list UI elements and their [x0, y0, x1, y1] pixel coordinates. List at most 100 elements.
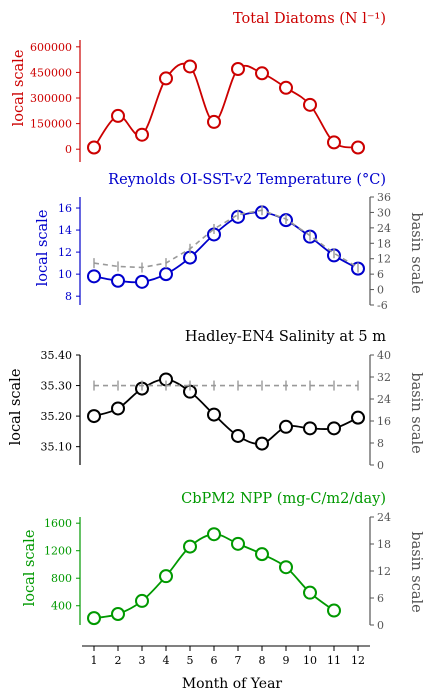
y2-tick-label-temperature: 6 — [377, 268, 384, 281]
basin-line-temperature — [93, 209, 359, 269]
data-point-salinity — [207, 407, 221, 422]
y2-tick-label-salinity: 24 — [377, 393, 391, 406]
y2-tick-label-temperature: 30 — [377, 206, 391, 219]
data-point-diatoms — [159, 71, 173, 86]
series-line-diatoms — [93, 62, 359, 149]
y2-tick-label-npp: 24 — [377, 511, 391, 524]
panel-title-salinity: Hadley-EN4 Salinity at 5 m — [185, 329, 386, 345]
data-point-diatoms — [183, 59, 197, 74]
y2-tick-label-npp: 18 — [377, 538, 391, 551]
y2label-temperature: basin scale — [408, 212, 424, 293]
plot-npp — [87, 527, 341, 626]
data-point-diatoms — [231, 62, 245, 77]
ylabel-npp: local scale — [22, 530, 38, 607]
y-tick-label-npp: 400 — [51, 600, 72, 613]
panel-salinity: Hadley-EN4 Salinity at 5 m local scale b… — [8, 329, 424, 472]
y-axis-salinity: 35.10 35.20 35.30 35.40 — [41, 349, 81, 465]
x-ticks: 1 2 3 4 5 6 7 8 9 10 11 12 — [91, 646, 365, 667]
data-point-npp — [111, 606, 125, 621]
data-point-temperature — [159, 267, 173, 282]
plot-diatoms — [87, 59, 365, 155]
y-tick-label-temperature: 14 — [58, 224, 72, 237]
x-tick-label: 2 — [115, 654, 122, 667]
y-tick-label-salinity: 35.20 — [41, 410, 73, 423]
y-tick-label-salinity: 35.40 — [41, 349, 73, 362]
data-point-diatoms — [279, 80, 293, 95]
y-tick-label-diatoms: 300000 — [30, 92, 72, 105]
y-tick-label-diatoms: 150000 — [30, 118, 72, 131]
data-point-salinity — [231, 428, 245, 443]
data-point-npp — [135, 593, 149, 608]
y2-tick-label-salinity: 0 — [377, 459, 384, 472]
y2-tick-label-salinity: 40 — [377, 349, 391, 362]
y-tick-label-salinity: 35.30 — [41, 380, 73, 393]
data-point-diatoms — [327, 135, 341, 150]
data-point-diatoms — [303, 97, 317, 112]
ylabel-temperature: local scale — [35, 210, 51, 287]
y2-tick-label-salinity: 8 — [377, 437, 384, 450]
data-point-salinity — [87, 409, 101, 424]
y2-tick-label-temperature: 24 — [377, 222, 391, 235]
data-point-diatoms — [111, 108, 125, 123]
x-tick-label: 7 — [235, 654, 242, 667]
y2-axis-npp: 0 6 12 18 24 — [369, 511, 391, 632]
data-point-diatoms — [207, 114, 221, 129]
x-tick-label: 3 — [139, 654, 146, 667]
data-point-salinity — [351, 410, 365, 425]
y2-tick-label-temperature: 36 — [377, 191, 391, 204]
y2label-npp: basin scale — [408, 531, 424, 612]
x-tick-label: 11 — [327, 654, 341, 667]
y-tick-label-temperature: 12 — [58, 246, 72, 259]
y2-tick-label-temperature: -6 — [377, 299, 388, 312]
data-point-npp — [231, 536, 245, 551]
x-tick-label: 10 — [303, 654, 317, 667]
x-tick-label: 5 — [187, 654, 194, 667]
y-tick-label-diatoms: 600000 — [30, 41, 72, 54]
ylabel-diatoms: local scale — [11, 50, 27, 127]
data-point-npp — [327, 603, 341, 618]
data-point-npp — [303, 585, 317, 600]
x-tick-label: 8 — [259, 654, 266, 667]
data-point-salinity — [279, 419, 293, 434]
y2-tick-label-salinity: 32 — [377, 371, 391, 384]
data-point-npp — [159, 569, 173, 584]
y2-axis-temperature: -6 0 6 12 18 24 30 36 — [369, 191, 391, 312]
y-tick-label-temperature: 10 — [58, 268, 72, 281]
plot-temperature — [87, 205, 365, 289]
y-axis-npp: 400 800 1200 1600 — [44, 517, 81, 625]
x-tick-label: 12 — [351, 654, 365, 667]
data-point-temperature — [111, 273, 125, 288]
x-tick-label: 4 — [163, 654, 170, 667]
data-point-diatoms — [87, 140, 101, 155]
data-point-diatoms — [351, 140, 365, 155]
y-tick-label-diatoms: 450000 — [30, 66, 72, 79]
panel-temperature: Reynolds OI-SST-v2 Temperature (°C) loca… — [35, 172, 424, 312]
y2-axis-salinity: 0 8 16 24 32 40 — [369, 349, 391, 472]
y2-tick-label-temperature: 18 — [377, 237, 391, 250]
y2-tick-label-npp: 0 — [377, 619, 384, 632]
y2label-salinity: basin scale — [408, 372, 424, 453]
data-point-temperature — [87, 269, 101, 284]
y-tick-label-diatoms: 0 — [65, 143, 72, 156]
x-axis-title: Month of Year — [182, 676, 283, 692]
y2-tick-label-temperature: 12 — [377, 253, 391, 266]
data-point-npp — [279, 560, 293, 575]
data-point-npp — [87, 611, 101, 626]
data-point-npp — [183, 539, 197, 554]
panel-diatoms: Total Diatoms (N l⁻¹) local scale 0 15000… — [11, 11, 386, 162]
y2-tick-label-npp: 6 — [377, 592, 384, 605]
y-tick-label-temperature: 16 — [58, 202, 72, 215]
series-line-npp — [93, 533, 335, 620]
series-line-salinity — [93, 378, 359, 445]
data-point-diatoms — [135, 127, 149, 142]
x-tick-label: 9 — [283, 654, 290, 667]
x-tick-label: 1 — [91, 654, 98, 667]
y-axis-diatoms: 0 150000 300000 450000 600000 — [30, 40, 81, 162]
x-tick-label: 6 — [211, 654, 218, 667]
panel-title-temperature: Reynolds OI-SST-v2 Temperature (°C) — [108, 172, 386, 188]
data-point-temperature — [135, 274, 149, 289]
y-tick-label-salinity: 35.10 — [41, 441, 73, 454]
data-point-salinity — [303, 421, 317, 436]
x-axis: 1 2 3 4 5 6 7 8 9 10 11 12 Month of Year — [82, 645, 370, 692]
